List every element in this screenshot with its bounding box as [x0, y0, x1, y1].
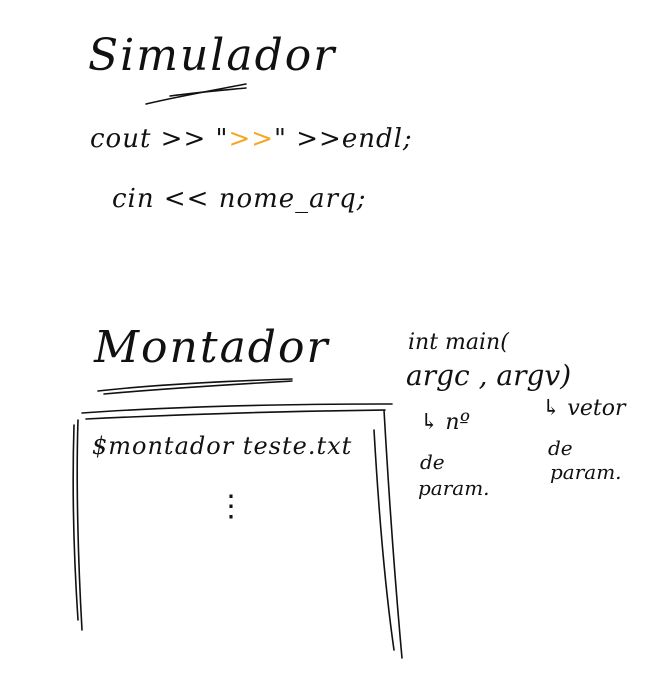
- simulador-underline: [145, 83, 247, 105]
- simulador-title: Simulador: [88, 30, 337, 81]
- argv-desc-line2: de: [548, 436, 573, 460]
- terminal-ellipsis: ⋮: [216, 489, 246, 524]
- terminal-left-border: [76, 419, 83, 631]
- simulador-underline-2: [169, 87, 247, 97]
- terminal-top-border: [81, 403, 393, 414]
- argc-desc-line1: ↳ nº: [420, 410, 470, 435]
- montador-underline: [97, 378, 293, 392]
- argc-desc-line3: param.: [418, 476, 490, 500]
- simulador-cout-line: cout >> ">>" >>endl;: [90, 126, 413, 152]
- argv-desc-line3: param.: [550, 460, 622, 484]
- terminal-right-border: [383, 409, 403, 659]
- montador-title: Montador: [94, 322, 330, 373]
- main-signature-line2: argc , argv): [406, 359, 572, 392]
- simulador-cin-line: cin << nome_arq;: [112, 184, 367, 214]
- cout-suffix: " >>endl;: [274, 124, 413, 154]
- argc-desc-line2: de: [420, 450, 445, 474]
- cout-accent-token: >>: [228, 124, 275, 154]
- terminal-right-border-2: [373, 429, 395, 651]
- cout-prefix: cout >> ": [90, 124, 229, 154]
- main-signature-line1: int main(: [408, 330, 509, 355]
- montador-underline-2: [103, 380, 293, 395]
- terminal-left-border-2: [72, 424, 79, 621]
- terminal-top-border-2: [85, 409, 386, 420]
- argv-desc-line1: ↳ vetor: [542, 396, 626, 421]
- terminal-command: $montador teste.txt: [92, 432, 353, 460]
